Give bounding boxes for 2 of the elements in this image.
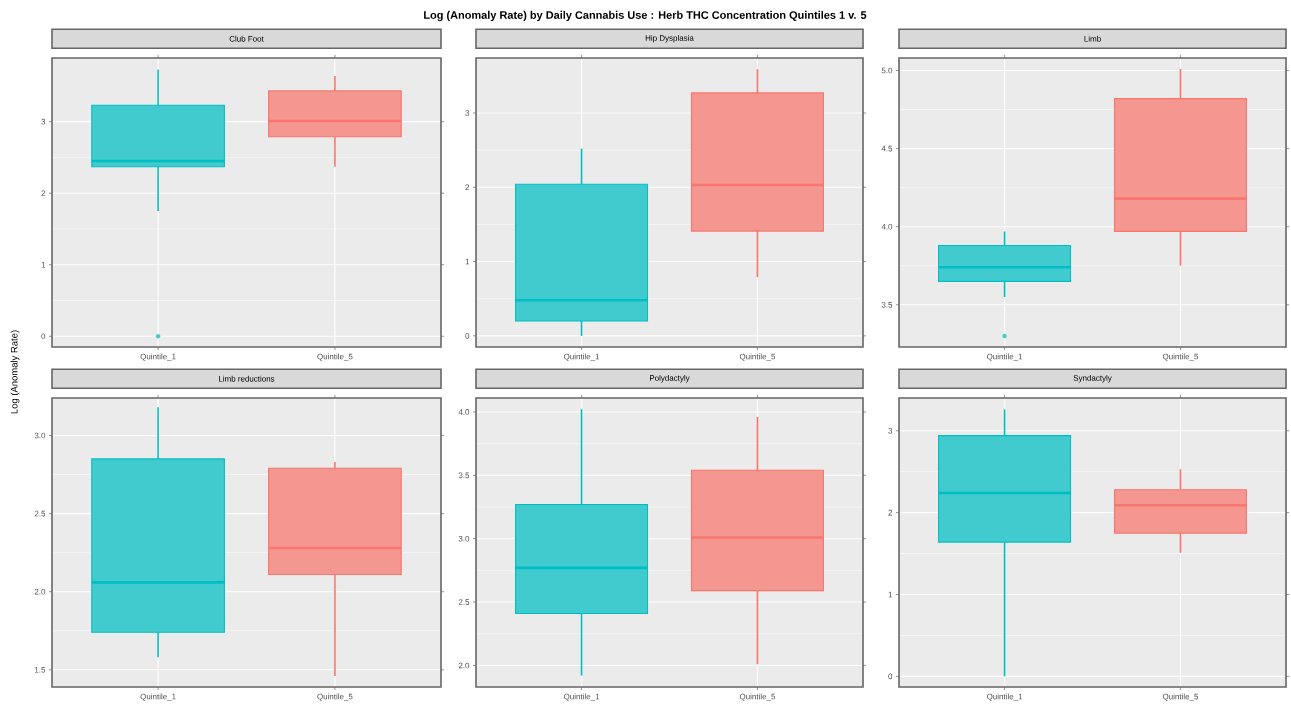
chart-title: Log (Anomaly Rate) by Daily Cannabis Use : Herb THC Concentration Quintiles 1 v. 5 — [424, 10, 867, 22]
y-axis-title: Log (Anomaly Rate) — [10, 330, 20, 414]
